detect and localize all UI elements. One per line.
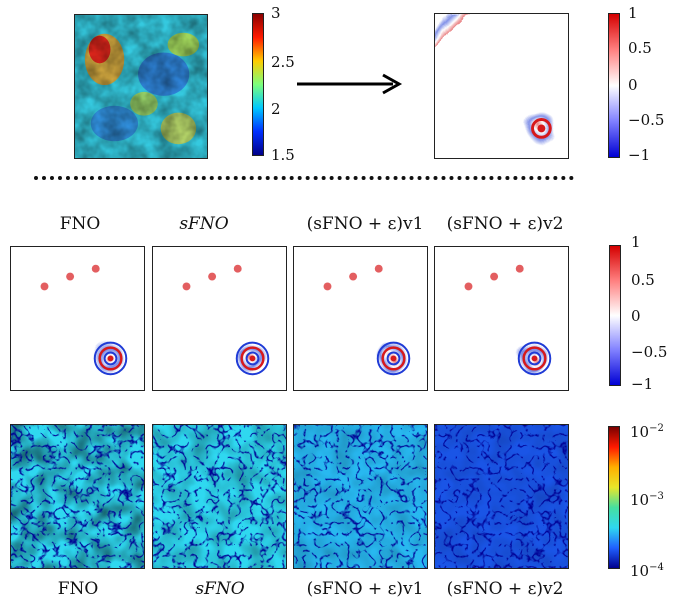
wave-blob (515, 264, 524, 273)
source-ring (381, 346, 406, 371)
wavefield-cbar-tick: 1 (631, 233, 641, 251)
wave-blob (40, 282, 49, 291)
column-title: (sFNO + ε)v2 (446, 214, 564, 234)
output-cbar-tick: 0.5 (628, 39, 652, 57)
dotted-separator (34, 176, 574, 180)
source-ring (376, 341, 411, 376)
source-ring (93, 341, 128, 376)
input-medium-panel (74, 14, 208, 159)
wave-blob (323, 282, 332, 291)
bottom-label: sFNO (195, 579, 245, 599)
source-ring (245, 351, 260, 366)
source-ring (522, 346, 547, 371)
source-ring (235, 341, 270, 376)
wavefield-cbar-tick: −1 (631, 375, 654, 393)
wavefield-panel-sfno (152, 246, 287, 391)
wavefield-colorbar (609, 245, 621, 386)
error-cbar-tick: 10−3 (630, 491, 664, 509)
source-ring (386, 351, 401, 366)
wave-blob (91, 264, 100, 273)
input-cbar-tick: 3 (271, 4, 281, 22)
input-cbar-tick: 2 (271, 100, 281, 118)
output-cbar-tick: −1 (628, 146, 651, 164)
bottom-label: (sFNO + ε)v2 (446, 579, 564, 599)
wave-blob (182, 282, 191, 291)
error-cbar-tick: 10−2 (630, 423, 664, 441)
output-colorbar (608, 13, 620, 158)
wave-blob (349, 272, 358, 281)
input-cbar-tick: 1.5 (271, 146, 295, 164)
input-cbar-tick: 2.5 (271, 53, 295, 71)
output-cbar-tick: 0 (628, 76, 638, 94)
error-panel-sfno (152, 424, 287, 569)
source-ring (98, 346, 123, 371)
source-ring (240, 346, 265, 371)
column-title: (sFNO + ε)v1 (306, 214, 424, 234)
wave-blob (233, 264, 242, 273)
wavefield-cbar-tick: −0.5 (631, 343, 668, 361)
wave-blob (208, 272, 217, 281)
arrow-right-icon (297, 73, 403, 95)
bottom-label: FNO (57, 579, 99, 599)
error-cbar-tick: 10−4 (630, 562, 664, 580)
wave-blob (490, 272, 499, 281)
wavefield-panel-fno (10, 246, 145, 391)
source-ring (103, 351, 118, 366)
output-cbar-tick: −0.5 (628, 111, 665, 129)
input-colorbar (252, 13, 264, 156)
output-wavefield-panel (434, 13, 569, 159)
wavefield-cbar-tick: 0.5 (631, 271, 655, 289)
wave-blob (66, 272, 75, 281)
error-panel-sfno-eps-v2 (434, 424, 569, 569)
wavefield-panel-sfno-eps-v2 (434, 246, 569, 391)
source-ring (527, 351, 542, 366)
wave-blob (374, 264, 383, 273)
column-title: sFNO (179, 214, 229, 234)
wave-blob (464, 282, 473, 291)
source-point (107, 355, 114, 362)
source-ring (517, 341, 552, 376)
error-panel-sfno-eps-v1 (293, 424, 428, 569)
wavefield-cbar-tick: 0 (631, 307, 641, 325)
bottom-label: (sFNO + ε)v1 (306, 579, 424, 599)
output-cbar-tick: 1 (628, 4, 638, 22)
source-point (390, 355, 397, 362)
column-title: FNO (59, 214, 101, 234)
wavefield-panel-sfno-eps-v1 (293, 246, 428, 391)
source-point (531, 355, 538, 362)
error-panel-fno (10, 424, 145, 569)
source-point (249, 355, 256, 362)
error-colorbar (608, 426, 620, 569)
